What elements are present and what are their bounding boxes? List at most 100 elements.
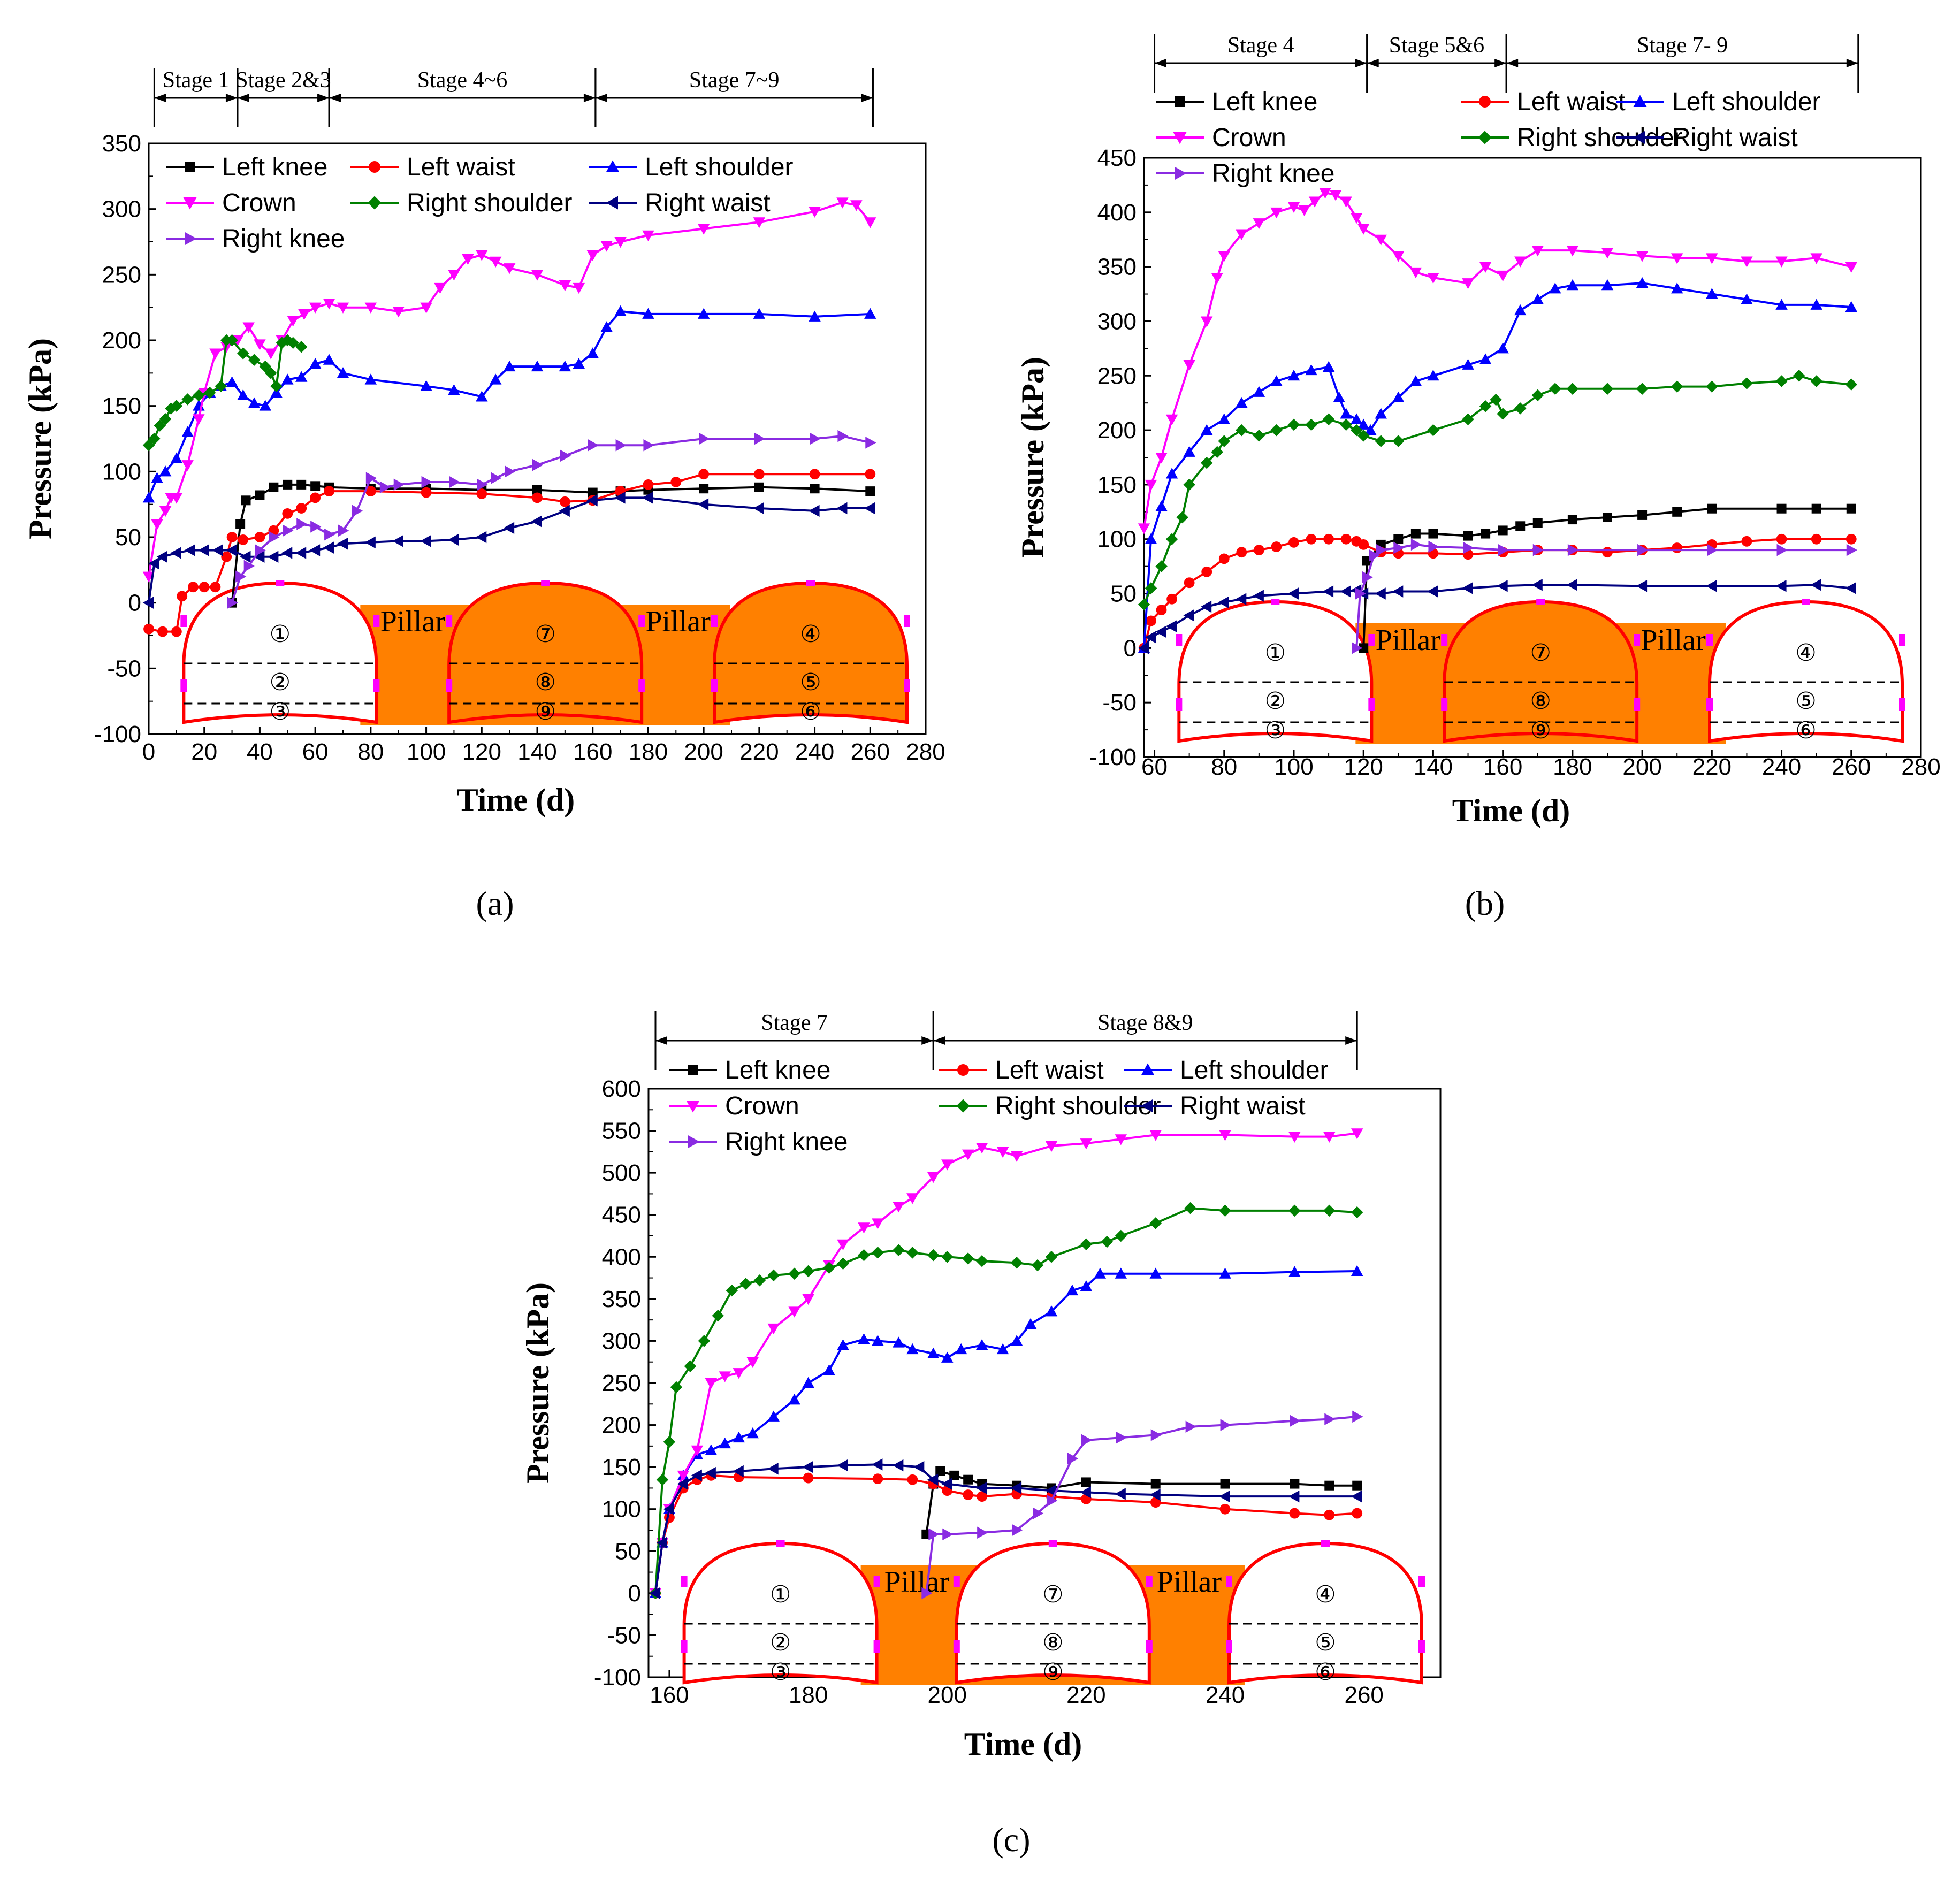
data-point-right_shoulder xyxy=(1490,393,1502,406)
x-axis-title: Time (d) xyxy=(1452,793,1570,828)
data-point-right_shoulder xyxy=(872,1247,884,1259)
sensor-mark xyxy=(446,615,453,627)
data-point-crown xyxy=(975,1143,988,1154)
data-point-crown xyxy=(1845,262,1858,273)
chart-a: 0 20 40 60 80 100 120 140 160 180 200 220 240 260 280 -… xyxy=(22,68,945,922)
legend-label: Right waist xyxy=(1180,1092,1306,1120)
data-point-right_knee xyxy=(505,465,516,478)
data-point-right_shoulder xyxy=(1706,380,1718,393)
legend-marker xyxy=(368,196,382,210)
data-point-crown xyxy=(697,224,710,235)
data-point-right_waist xyxy=(1236,593,1247,605)
data-point-right_shoulder xyxy=(295,341,308,353)
data-point-crown xyxy=(691,1445,704,1456)
data-point-left_knee xyxy=(1410,529,1421,539)
data-point-left_shoulder xyxy=(181,426,194,437)
x-tick-label: 120 xyxy=(1344,754,1383,780)
data-point-right_knee xyxy=(1046,1494,1058,1507)
y-tick-label: 300 xyxy=(102,196,141,223)
legend-label: Right knee xyxy=(1212,159,1334,188)
data-point-left_shoulder xyxy=(1288,1266,1301,1277)
legend-marker xyxy=(185,232,197,246)
data-point-right_shoulder xyxy=(1184,1202,1196,1214)
sensor-mark xyxy=(1706,698,1713,711)
data-point-left_waist xyxy=(532,492,543,503)
data-point-crown xyxy=(337,302,349,314)
data-point-right_waist xyxy=(864,502,875,515)
data-point-right_waist xyxy=(677,1478,688,1490)
data-point-right_knee xyxy=(296,518,308,530)
series-line-left_shoulder xyxy=(1143,282,1851,648)
data-point-left_shoulder xyxy=(1775,299,1788,310)
data-point-left_shoulder xyxy=(309,357,322,369)
data-point-crown xyxy=(1165,414,1178,425)
data-point-left_shoulder xyxy=(1340,408,1352,419)
data-point-left_shoulder xyxy=(281,373,294,385)
data-point-crown xyxy=(1218,251,1231,262)
data-point-left_shoulder xyxy=(226,376,238,387)
data-point-left_shoulder xyxy=(753,308,766,319)
data-point-crown xyxy=(1115,1134,1127,1145)
x-tick-label: 40 xyxy=(247,739,273,765)
data-point-left_shoulder xyxy=(248,397,261,408)
data-point-right_knee xyxy=(1376,544,1387,556)
data-point-left_shoulder xyxy=(1183,446,1195,457)
data-point-right_knee xyxy=(942,1528,954,1541)
data-point-left_shoulder xyxy=(941,1351,954,1363)
y-tick-label: 0 xyxy=(128,590,141,616)
data-point-left_waist xyxy=(1358,539,1369,550)
stage-label: Stage 4 xyxy=(1227,33,1294,58)
data-point-left_waist xyxy=(1323,533,1334,545)
data-point-crown xyxy=(586,250,599,261)
stage-arrow xyxy=(225,94,238,102)
data-point-right_shoulder xyxy=(962,1252,974,1265)
sensor-mark xyxy=(1321,1540,1330,1547)
data-point-crown xyxy=(298,309,310,320)
data-point-left_shoulder xyxy=(1601,279,1614,291)
data-point-right_shoulder xyxy=(858,1249,870,1262)
data-point-right_shoulder xyxy=(837,1257,849,1270)
data-point-left_waist xyxy=(421,487,432,498)
legend-marker xyxy=(686,1101,700,1113)
data-point-left_shoulder xyxy=(1810,299,1822,310)
data-point-left_waist xyxy=(1811,533,1822,545)
data-point-left_knee xyxy=(1498,525,1508,536)
data-point-right_waist xyxy=(1219,1490,1230,1503)
x-tick-label: 60 xyxy=(302,739,329,765)
data-point-right_waist xyxy=(975,1482,987,1494)
data-point-right_waist xyxy=(1810,579,1821,591)
data-point-right_shoulder xyxy=(1514,402,1527,415)
data-point-right_shoulder xyxy=(1392,435,1405,447)
data-point-right_shoulder xyxy=(656,1473,669,1486)
zone-label: ⑦ xyxy=(535,621,555,647)
data-point-left_shoulder xyxy=(1636,277,1649,288)
stage-arrow xyxy=(1846,59,1858,67)
data-point-crown xyxy=(1080,1138,1093,1150)
data-point-right_shoulder xyxy=(670,1381,683,1394)
data-point-left_knee xyxy=(1150,1479,1161,1489)
data-point-right_knee xyxy=(1428,540,1439,553)
data-point-right_knee xyxy=(1567,544,1579,556)
data-point-left_waist xyxy=(324,486,334,497)
data-point-right_waist xyxy=(226,544,237,556)
sensor-mark xyxy=(1226,1640,1232,1653)
y-tick-label: 150 xyxy=(602,1454,641,1480)
stage-arrow xyxy=(1494,59,1507,67)
data-point-left_shoulder xyxy=(1479,353,1492,364)
x-tick-label: 160 xyxy=(650,1682,689,1708)
legend-label: Right waist xyxy=(1672,124,1798,152)
data-point-left_shoulder xyxy=(489,373,502,385)
data-point-left_shoulder xyxy=(1080,1280,1093,1291)
legend-marker xyxy=(1633,131,1645,144)
data-point-right_waist xyxy=(1183,609,1194,622)
data-point-right_knee xyxy=(921,1587,933,1600)
sensor-mark xyxy=(1706,634,1713,646)
data-point-left_knee xyxy=(1220,1479,1230,1489)
zone-label: ⑤ xyxy=(1795,688,1816,714)
data-point-left_waist xyxy=(221,551,232,562)
x-tick-label: 100 xyxy=(1274,754,1313,780)
data-point-crown xyxy=(1531,246,1544,257)
data-point-crown xyxy=(719,1371,731,1382)
data-point-crown xyxy=(802,1294,814,1305)
x-tick-label: 260 xyxy=(1832,754,1871,780)
